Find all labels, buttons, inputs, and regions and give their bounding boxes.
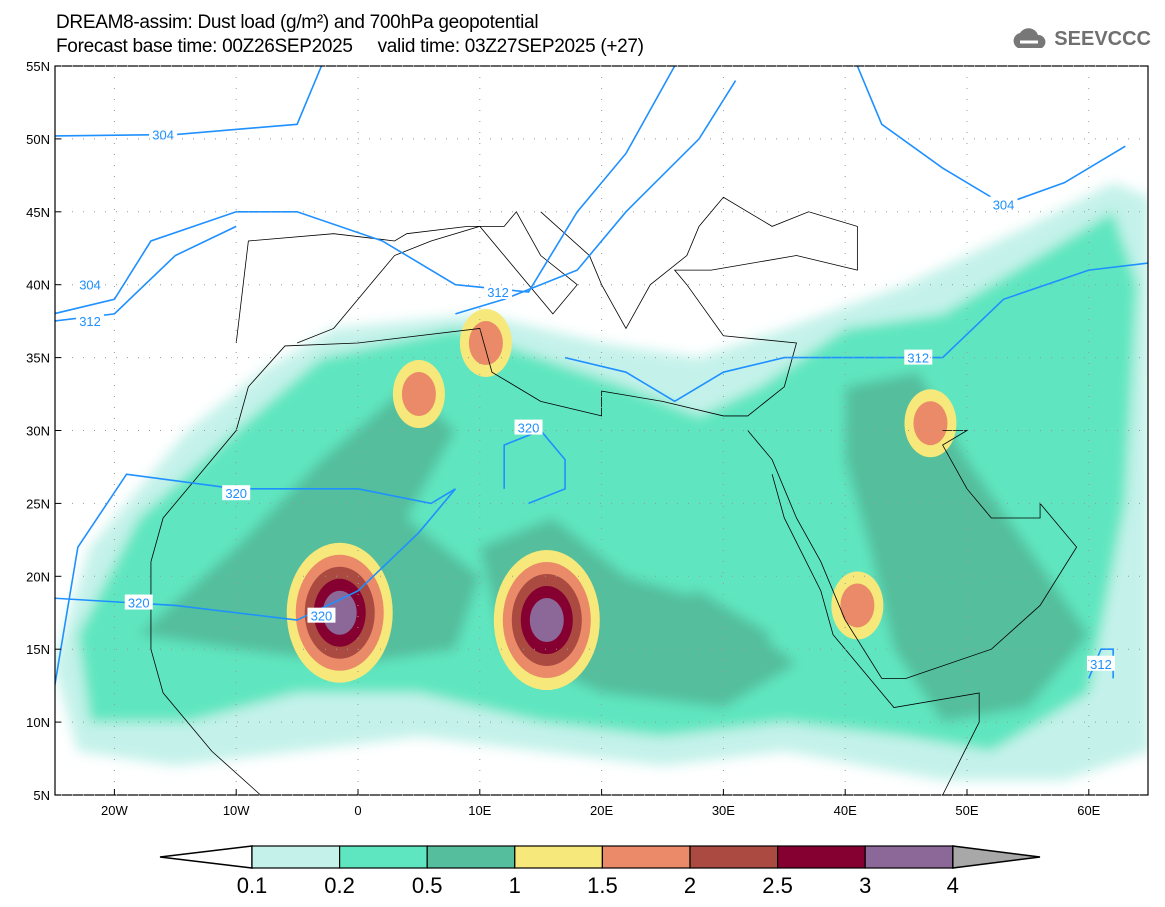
lat-tick-label: 35N [26, 351, 50, 366]
coastline [747, 430, 1078, 679]
colorbar-swatch [514, 845, 603, 869]
contour-label: 312 [1090, 657, 1112, 672]
lon-tick-label: 20W [101, 803, 128, 818]
lat-tick-label: 15N [26, 642, 50, 657]
colorbar-over-arrow [952, 845, 1041, 869]
dust-hotspot [529, 598, 564, 643]
contour-label-bg [484, 283, 513, 299]
lat-tick-label: 45N [26, 205, 50, 220]
contour-label: 320 [518, 421, 540, 436]
lat-tick-label: 55N [26, 59, 50, 74]
colorbar-swatch [864, 845, 954, 869]
contour-label-bg [76, 276, 105, 292]
cloud-icon [1013, 28, 1046, 48]
dust-hotspot [840, 583, 875, 628]
dust-hotspot [401, 372, 436, 417]
colorbar-level-label: 3 [859, 873, 871, 898]
colorbar-swatch [776, 845, 866, 869]
contour-label-bg [1086, 655, 1115, 671]
seevccc-logo: SEEVCCC [1010, 26, 1151, 52]
geopotential-contour [55, 66, 323, 137]
map-title: DREAM8-assim: Dust load (g/m²) and 700hP… [56, 12, 539, 33]
geopotential-contour [856, 66, 1126, 206]
contour-label-bg [514, 419, 543, 435]
logo-text: SEEVCCC [1054, 27, 1151, 50]
lat-tick-label: 40N [26, 278, 50, 293]
colorbar-level-label: 2.5 [762, 873, 793, 898]
coastline [150, 561, 261, 795]
colorbar-level-label: 0.2 [324, 873, 355, 898]
contour-label: 304 [152, 128, 174, 143]
colorbar-level-label: 0.5 [412, 873, 443, 898]
geopotential-contour [55, 66, 676, 315]
dust-hotspot [913, 401, 948, 446]
lat-tick-label: 20N [26, 569, 50, 584]
lat-tick-label: 10N [26, 715, 50, 730]
coastline [235, 211, 578, 344]
dust-layer-0.5 [138, 386, 480, 664]
geopotential-contour [455, 80, 737, 315]
contour-label: 312 [487, 285, 509, 300]
contour-label-bg [307, 607, 336, 623]
lon-tick-label: 20E [590, 803, 613, 818]
geopotential-contour [503, 429, 566, 505]
contour-label: 304 [79, 278, 101, 293]
colorbar-swatch [251, 845, 341, 869]
lon-tick-label: 30E [712, 803, 735, 818]
colorbar-swatch [426, 845, 516, 869]
colorbar-swatch [689, 845, 779, 869]
contour-label-bg [989, 196, 1018, 212]
contour-label: 304 [993, 198, 1015, 213]
contour-label: 320 [311, 609, 333, 624]
contour-label: 320 [225, 486, 247, 501]
lat-tick-label: 50N [26, 132, 50, 147]
colorbar-level-label: 0.1 [237, 873, 268, 898]
contour-label: 320 [128, 596, 150, 611]
map-subtitle: Forecast base time: 00Z26SEP2025 valid t… [56, 36, 644, 57]
coastline [771, 474, 980, 795]
dust-layer-0.5 [601, 590, 773, 679]
dust-hotspot [322, 590, 357, 635]
colorbar-level-label: 1.5 [587, 873, 618, 898]
geopotential-contour [564, 262, 1148, 403]
contour-label-bg [222, 485, 251, 501]
colorbar-level-label: 1 [509, 873, 521, 898]
contour-label: 312 [79, 314, 101, 329]
lat-tick-label: 30N [26, 424, 50, 439]
colorbar-swatch [339, 845, 428, 869]
coastline [150, 196, 858, 562]
lon-tick-label: 10E [468, 803, 491, 818]
colorbar-level-label: 2 [684, 873, 696, 898]
lon-tick-label: 60E [1077, 803, 1100, 818]
contour-label-bg [904, 349, 933, 365]
dust-hotspot [468, 321, 503, 366]
contour-label: 312 [907, 351, 929, 366]
dust-layer-0.5 [845, 372, 1089, 723]
geopotential-contour [55, 473, 457, 689]
colorbar-swatch [601, 845, 691, 869]
lon-tick-label: 40E [834, 803, 857, 818]
lon-tick-label: 0 [354, 803, 361, 818]
colorbar-level-label: 4 [947, 873, 959, 898]
contour-label-bg [124, 594, 153, 610]
lat-tick-label: 25N [26, 496, 50, 511]
colorbar-under-arrow [159, 845, 253, 869]
contour-label-bg [149, 126, 178, 142]
lon-tick-label: 10W [223, 803, 250, 818]
lon-tick-label: 50E [955, 803, 978, 818]
lat-tick-label: 5N [33, 788, 50, 803]
contour-label-bg [76, 313, 105, 329]
